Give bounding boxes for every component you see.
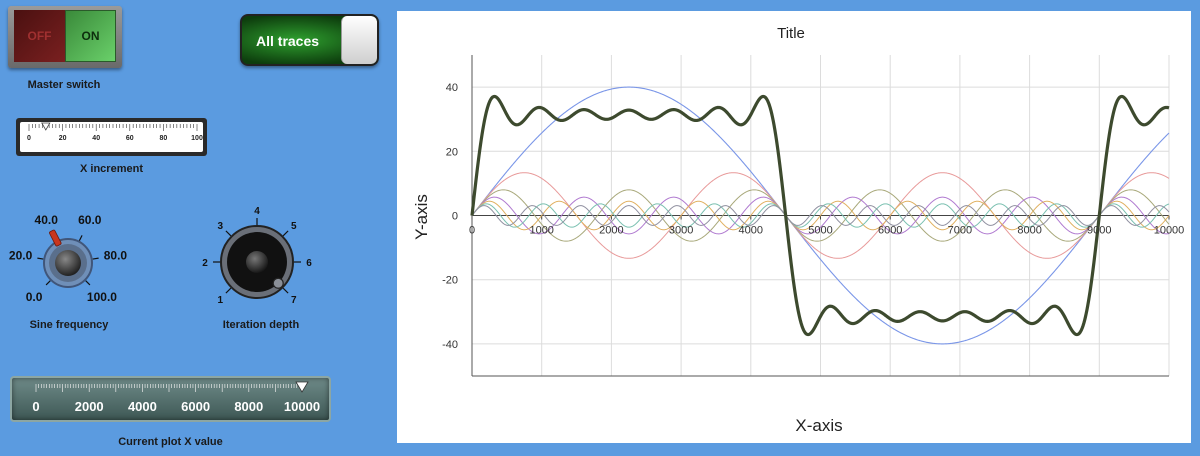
all-traces-label: All traces [256, 33, 320, 49]
chart-panel: Title X-axis Y-axis 40 20 0 -20 -40 0 1000 2000… [397, 11, 1191, 443]
master-switch[interactable]: OFF ON [8, 6, 122, 68]
x-tick-label: 2000 [599, 225, 623, 237]
series-line-sum-0 [470, 94, 1170, 337]
series-line-harmonic-13 [471, 205, 1170, 226]
scale-tick-label: 10000 [284, 399, 320, 414]
knob-tick-label: 4 [254, 206, 260, 217]
series-line-harmonic-11 [471, 203, 1170, 228]
x-increment-scale: 0 20 40 60 80 100 [27, 122, 203, 142]
knob-cap[interactable] [246, 251, 268, 273]
scale-tick-label: 80 [160, 135, 168, 142]
knob-tick [85, 280, 91, 286]
x-increment-pointer[interactable] [41, 122, 51, 131]
scale-tick-label: 2000 [75, 399, 104, 414]
scale-tick-label: 60 [126, 135, 134, 142]
y-tick-label: -20 [442, 275, 458, 287]
chart-y-axis-label: Y-axis [412, 194, 431, 240]
series-line-harmonic-9 [471, 200, 1170, 231]
scale-tick-label: 40 [92, 135, 100, 142]
knob-tick-label: 6 [306, 258, 312, 269]
scale-tick-label: 4000 [128, 399, 157, 414]
y-tick-label: 0 [452, 211, 458, 223]
x-tick-label: 4000 [739, 225, 763, 237]
plot-x-pointer[interactable] [295, 381, 309, 393]
master-switch-label: Master switch [27, 79, 101, 91]
sine-frequency-knob[interactable]: 0.0 20.0 40.0 60.0 80.0 100.0 [0, 205, 150, 315]
plot-x-scale: 0 2000 4000 6000 8000 10000 [32, 381, 320, 414]
series-line-fundamental-1 [471, 86, 1170, 345]
knob-tick-label: 1 [217, 295, 223, 306]
scale-tick-label: 0 [27, 135, 31, 142]
scale-tick-label: 6000 [181, 399, 210, 414]
knob-tick-label: 3 [217, 221, 223, 232]
x-increment-slider[interactable]: 0 20 40 60 80 100 [16, 118, 207, 156]
master-switch-off-side[interactable]: OFF [14, 10, 65, 62]
y-tick-label: 40 [446, 82, 458, 94]
iteration-depth-label: Iteration depth [222, 319, 300, 331]
all-traces-toggle[interactable]: All traces [240, 14, 379, 66]
knob-tick [92, 257, 99, 260]
knob-tick-label: 80.0 [104, 248, 128, 262]
chart-plot: Title X-axis Y-axis 40 20 0 -20 -40 0 1000 2000… [412, 25, 1185, 435]
x-tick-label: 3000 [669, 225, 693, 237]
knob-cap[interactable] [55, 250, 81, 276]
knob-tick [37, 257, 44, 260]
knob-tick-label: 20.0 [9, 248, 33, 262]
knob-tick-label: 0.0 [26, 290, 43, 304]
sine-frequency-label: Sine frequency [29, 319, 109, 331]
knob-tick [225, 287, 232, 294]
x-tick-label: 10000 [1154, 225, 1185, 237]
series-line-harmonic-3 [471, 172, 1170, 259]
x-tick-label: 9000 [1087, 225, 1111, 237]
scale-tick-label: 0 [32, 399, 39, 414]
knob-tick-label: 60.0 [78, 213, 102, 227]
knob-tick [282, 287, 289, 294]
master-switch-on-side[interactable]: ON [65, 10, 116, 62]
x-tick-label: 6000 [878, 225, 902, 237]
x-tick-label: 0 [469, 225, 475, 237]
x-increment-label: X increment [80, 163, 143, 175]
knob-tick-label: 2 [202, 258, 208, 269]
plot-x-slider[interactable]: 0 2000 4000 6000 8000 10000 [10, 376, 331, 422]
series-line-harmonic-5 [471, 189, 1170, 242]
chart-x-axis-label: X-axis [795, 416, 842, 435]
knob-tick [78, 235, 83, 241]
iteration-depth-knob[interactable]: 1 2 3 4 5 6 7 [196, 196, 326, 316]
x-tick-label: 1000 [529, 225, 553, 237]
knob-tick-label: 100.0 [87, 290, 117, 304]
chart-title: Title [777, 25, 805, 42]
x-tick-label: 8000 [1017, 225, 1041, 237]
y-tick-label: 20 [446, 146, 458, 158]
scale-tick-label: 20 [59, 135, 67, 142]
knob-tick [225, 230, 232, 237]
knob-tick-label: 7 [291, 295, 297, 306]
scale-tick-label: 8000 [234, 399, 263, 414]
knob-tick-label: 5 [291, 221, 297, 232]
x-tick-label: 5000 [808, 225, 832, 237]
plot-x-label: Current plot X value [118, 436, 223, 448]
x-tick-label: 7000 [948, 225, 972, 237]
knob-tick-label: 40.0 [35, 213, 59, 227]
knob-tick [45, 280, 51, 286]
scale-tick-label: 100 [191, 135, 203, 142]
knob-tick [282, 230, 289, 237]
knob-indicator[interactable] [272, 277, 284, 289]
y-tick-label: -40 [442, 339, 458, 351]
toggle-knob[interactable] [341, 16, 377, 64]
knob-needle[interactable] [49, 229, 62, 247]
